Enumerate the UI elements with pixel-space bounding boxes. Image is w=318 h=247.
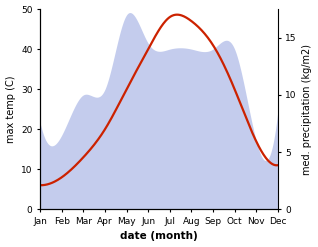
X-axis label: date (month): date (month) (120, 231, 198, 242)
Y-axis label: med. precipitation (kg/m2): med. precipitation (kg/m2) (302, 44, 313, 175)
Y-axis label: max temp (C): max temp (C) (5, 75, 16, 143)
